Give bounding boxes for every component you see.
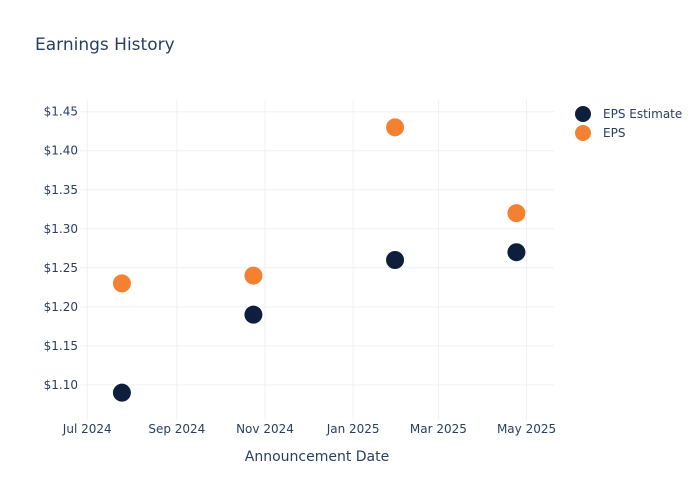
chart-title: Earnings History [35, 35, 175, 55]
y-tick-label: $1.15 [44, 339, 78, 353]
y-tick-label: $1.10 [44, 378, 78, 392]
x-tick-label: Mar 2025 [410, 422, 467, 436]
y-axis-ticks: $1.10 $1.15 $1.20 $1.25 $1.30 $1.35 $1.40 $1.45 [44, 105, 78, 392]
legend-marker [575, 125, 591, 141]
eps-point [244, 266, 263, 285]
y-tick-label: $1.40 [44, 144, 78, 158]
legend-label: EPS [603, 126, 625, 140]
x-tick-label: Jan 2025 [326, 422, 380, 436]
grid-lines [80, 100, 554, 420]
y-tick-label: $1.20 [44, 300, 78, 314]
x-axis-ticks: Jul 2024 Sep 2024 Nov 2024 Jan 2025 Mar 2025… [62, 422, 556, 436]
eps-point [386, 118, 405, 137]
eps-estimate-point [507, 243, 526, 262]
x-tick-label: Sep 2024 [148, 422, 205, 436]
legend-label: EPS Estimate [603, 107, 682, 121]
eps-estimate-point [244, 305, 263, 324]
eps-point [507, 204, 526, 223]
eps-point [112, 274, 131, 293]
legend: EPS Estimate EPS [575, 106, 682, 141]
x-tick-label: Jul 2024 [62, 422, 112, 436]
y-tick-label: $1.25 [44, 261, 78, 275]
data-points [112, 118, 526, 402]
y-tick-label: $1.35 [44, 183, 78, 197]
legend-marker [575, 106, 591, 122]
eps-estimate-point [112, 383, 131, 402]
x-axis-title: Announcement Date [245, 449, 389, 465]
eps-estimate-point [386, 251, 405, 269]
x-tick-label: May 2025 [497, 422, 556, 436]
y-tick-label: $1.45 [44, 105, 78, 119]
y-tick-label: $1.30 [44, 222, 78, 236]
x-tick-label: Nov 2024 [236, 422, 294, 436]
